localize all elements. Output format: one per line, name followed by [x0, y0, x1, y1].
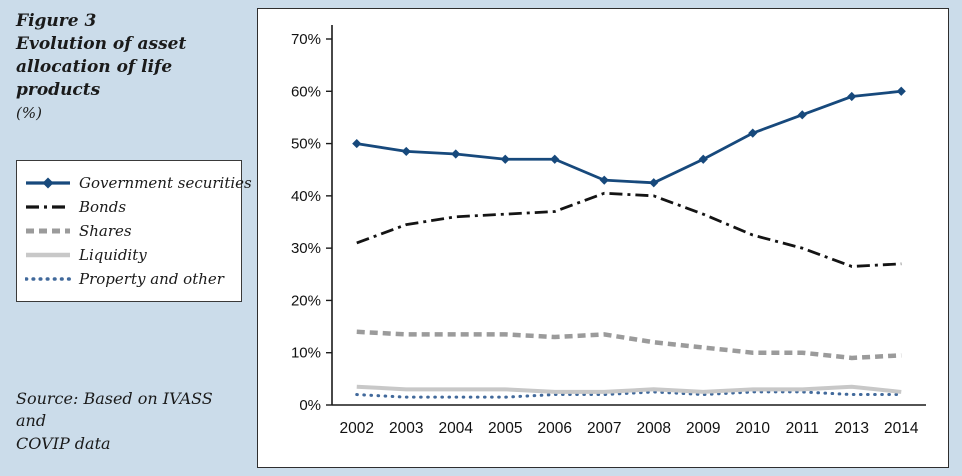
source-line-1: Source: Based on IVASS and — [16, 389, 213, 431]
x-tick-label: 2006 — [538, 420, 572, 437]
marker-diamond-icon — [649, 178, 659, 188]
legend-item-shares: Shares — [25, 219, 233, 243]
legend-item-government-securities: Government securities — [25, 171, 252, 195]
y-tick-label: 40% — [291, 188, 321, 205]
x-tick-label: 2008 — [637, 420, 671, 437]
figure-caption-block: Figure 3 Evolution of asset allocation o… — [16, 10, 246, 122]
legend-swatch-government-securities-icon — [25, 175, 71, 191]
marker-diamond-icon — [401, 146, 411, 157]
series-line — [355, 390, 903, 399]
chart-canvas: 0% 10% 20% 30% 40% 50% 60% 70% 2002 2003 2004 2005 2… — [291, 25, 926, 437]
marker-diamond-icon — [451, 149, 461, 159]
legend-swatch-liquidity-icon — [25, 247, 71, 263]
marker-diamond-icon — [550, 154, 560, 164]
x-tick-label: 2002 — [340, 420, 374, 437]
legend-label: Liquidity — [79, 246, 147, 264]
y-tick-label: 70% — [291, 31, 321, 48]
x-tick-label: 2014 — [884, 420, 919, 437]
y-tick-label: 30% — [291, 240, 321, 257]
source-line-2: COVIP data — [16, 433, 111, 453]
marker-diamond-icon — [797, 110, 807, 120]
marker-diamond-icon — [500, 154, 510, 164]
x-tick-label: 2010 — [736, 420, 771, 437]
chart-legend: Government securities Bonds Shares Liqui… — [16, 160, 252, 302]
series-line — [356, 384, 902, 394]
x-tick-label: 2013 — [835, 420, 869, 437]
marker-diamond-icon — [748, 128, 758, 138]
y-tick-label: 50% — [291, 136, 321, 153]
legend-swatch-property-and-other-icon — [24, 271, 72, 287]
series-line — [356, 89, 902, 185]
legend-swatch-shares-icon — [25, 223, 71, 239]
marker-diamond-icon — [599, 175, 609, 185]
x-tick-label: 2004 — [439, 420, 474, 437]
y-tick-label: 20% — [291, 292, 321, 309]
y-tick-label: 60% — [291, 83, 321, 100]
marker-diamond-icon — [896, 86, 906, 96]
y-tick-label: 10% — [291, 345, 321, 362]
x-tick-label: 2009 — [686, 420, 720, 437]
y-tick-label: 0% — [299, 397, 321, 414]
series-line — [356, 191, 902, 268]
x-tick-label: 2005 — [488, 420, 522, 437]
legend-label: Shares — [79, 222, 132, 240]
x-tick-label: 2011 — [786, 420, 819, 437]
source-note: Source: Based on IVASS and COVIP data — [16, 388, 246, 455]
legend-swatch-bonds-icon — [25, 199, 71, 215]
legend-item-property-and-other: Property and other — [24, 267, 233, 291]
chart-panel: 0% 10% 20% 30% 40% 50% 60% 70% 2002 2003 2004 2005 2… — [257, 8, 949, 468]
x-tick-label: 2007 — [587, 420, 621, 437]
legend-label: Government securities — [79, 174, 252, 192]
marker-diamond-icon — [352, 138, 362, 149]
marker-diamond-icon — [698, 154, 708, 164]
legend-item-bonds: Bonds — [25, 195, 233, 219]
legend-label: Property and other — [79, 270, 224, 288]
legend-item-liquidity: Liquidity — [25, 243, 233, 267]
marker-diamond-icon — [847, 91, 857, 102]
series-line — [356, 329, 902, 361]
legend-label: Bonds — [79, 198, 127, 216]
figure-title: Evolution of asset allocation of life pr… — [16, 33, 187, 100]
x-tick-label: 2003 — [389, 420, 423, 437]
figure-unit: (%) — [16, 103, 42, 122]
figure-label: Figure 3 — [16, 11, 97, 31]
